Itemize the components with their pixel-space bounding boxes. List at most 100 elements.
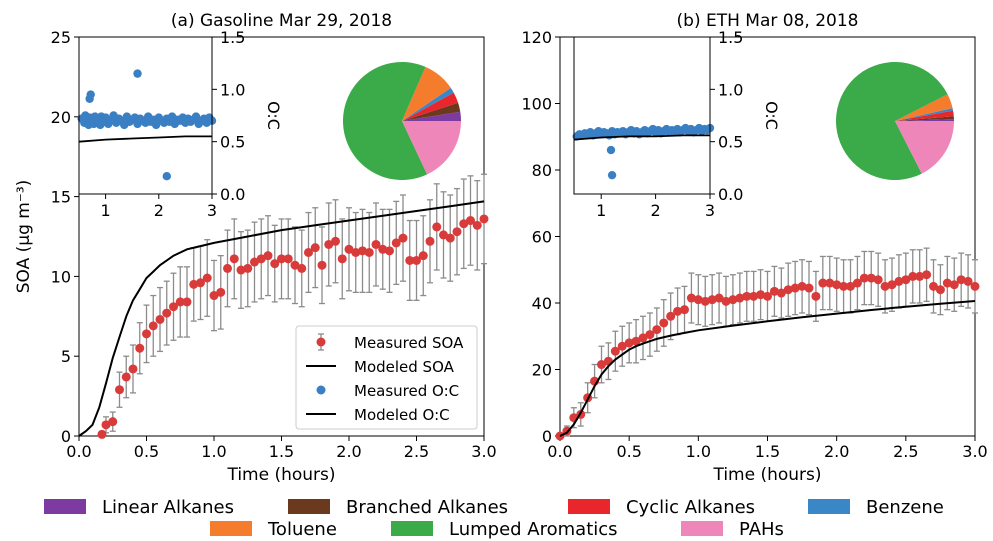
inset-y-axis-label: O:C [762, 101, 781, 130]
measured-soa-point [263, 251, 273, 261]
measured-soa-point [700, 296, 710, 306]
measured-soa-point [728, 295, 738, 305]
measured-soa-point [277, 254, 286, 264]
measured-oc-point [133, 69, 142, 78]
x-tick-label: 0.0 [547, 442, 572, 461]
x-tick-label: 2.0 [336, 442, 361, 461]
pie-slice [895, 108, 954, 121]
y-tick-label: 25 [51, 28, 71, 47]
y-tick-label: 10 [51, 267, 71, 286]
measured-soa-point [721, 296, 731, 306]
measured-soa-point [155, 314, 165, 324]
measured-soa-point [398, 233, 408, 243]
measured-soa-point [405, 255, 415, 265]
y-axis-label: SOA (μg m⁻³) [14, 180, 34, 294]
inset-y-tick-label: 1.0 [718, 80, 743, 99]
pie-slice [402, 87, 454, 121]
inset-y-axis-label: O:C [264, 101, 283, 130]
x-tick-label: 0.0 [66, 442, 91, 461]
inset-frame [78, 36, 213, 195]
measured-soa-point [673, 306, 683, 316]
measured-soa-point [236, 265, 246, 275]
measured-soa-point [412, 255, 421, 265]
measured-soa-point [963, 276, 973, 286]
inset-y-tick-label: 1.5 [718, 28, 743, 47]
measured-soa-point [935, 285, 945, 295]
inset-y-tick-label: 0.5 [718, 133, 743, 152]
measured-soa-point [866, 273, 876, 283]
measured-soa-point [290, 260, 300, 270]
y-tick-label: 5 [61, 347, 71, 366]
measured-soa-point [832, 280, 842, 290]
measured-soa-point [216, 287, 226, 297]
measured-soa-point [135, 343, 145, 353]
measured-soa-point [859, 273, 869, 283]
y-tick-label: 80 [532, 161, 552, 180]
measured-soa-point [714, 293, 724, 303]
legend-swatch [568, 499, 610, 514]
legend-swatch [391, 521, 433, 536]
pie-slice [342, 61, 428, 180]
measured-soa-point [707, 295, 717, 305]
legend-measured-oc-marker [316, 385, 326, 395]
measured-soa-point [162, 308, 172, 318]
inset-oc: 1 2 30.0 0.5 1.0 1.5 O:C [77, 28, 283, 220]
measured-oc-point [86, 90, 95, 99]
measured-soa-point [894, 276, 904, 286]
legend-item-label: Linear Alkanes [102, 497, 234, 518]
measured-soa-point [175, 297, 185, 307]
measured-soa-point [597, 360, 606, 370]
y-tick-label: 100 [521, 95, 552, 114]
measured-soa-point [459, 219, 469, 229]
inset-x-tick-label: 2 [651, 201, 661, 220]
measured-soa-point [189, 279, 199, 289]
y-tick-label: 15 [51, 188, 71, 207]
pie-slice [895, 119, 954, 121]
legend-swatch [44, 499, 86, 514]
x-tick-label: 3.0 [471, 442, 496, 461]
measured-soa-point [209, 291, 219, 301]
y-tick-label: 60 [532, 228, 552, 247]
pie-slice [402, 66, 451, 121]
legend-measured-soa-marker [316, 337, 326, 347]
measured-soa-point [776, 288, 786, 298]
measured-soa-point [942, 278, 952, 288]
inset-y-tick-label: 0.5 [220, 133, 245, 152]
measured-oc-point [607, 170, 617, 180]
measured-soa-point [250, 257, 259, 267]
modeled-oc-line [573, 134, 710, 141]
measured-soa-point [337, 254, 347, 264]
measured-soa-point [638, 333, 648, 343]
pie-slice [895, 121, 954, 174]
measured-soa-point [182, 297, 192, 307]
measured-soa-point [331, 236, 340, 246]
y-tick-label: 20 [51, 108, 71, 127]
x-tick-label: 1.5 [269, 442, 294, 461]
measured-soa-point [358, 246, 367, 256]
measured-soa-point [693, 295, 703, 305]
measured-soa-point [452, 227, 462, 237]
modeled-soa-line [559, 300, 976, 437]
measured-soa-point [108, 417, 118, 427]
measured-soa-point [818, 278, 828, 288]
legend-entry-label: Measured O:C [354, 382, 459, 400]
pie-slice [895, 94, 953, 121]
measured-soa-point [115, 385, 124, 395]
x-tick-label: 1.0 [686, 442, 711, 461]
y-tick-label: 120 [521, 28, 552, 47]
inset-x-tick-label: 3 [207, 201, 217, 220]
pie-slice [402, 111, 461, 121]
measured-soa-point [472, 220, 482, 230]
measured-soa-point [763, 291, 772, 301]
inset-frame [573, 36, 711, 195]
x-tick-label: 0.5 [616, 442, 641, 461]
measured-soa-point [929, 281, 938, 291]
legend-box [295, 325, 478, 430]
measured-soa-point [229, 254, 239, 264]
measured-oc-point [606, 145, 616, 155]
pie-slice [402, 92, 459, 121]
measured-soa-point [101, 420, 111, 430]
legend-entry-label: Modeled O:C [354, 406, 450, 424]
inset-x-tick-label: 3 [705, 201, 715, 220]
measured-soa-point [128, 364, 138, 374]
